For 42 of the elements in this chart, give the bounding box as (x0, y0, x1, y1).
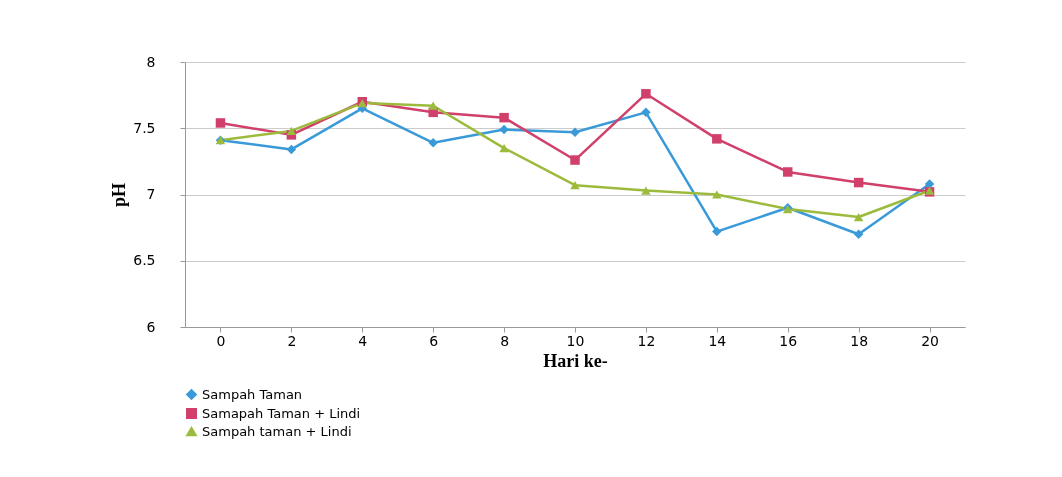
x-tick-label: 14 (708, 332, 727, 349)
point (428, 138, 438, 148)
point (570, 181, 580, 190)
x-tick-label: 2 (287, 332, 297, 349)
point (499, 112, 509, 123)
legend-label: Samapah Taman + Lindi (202, 405, 361, 421)
x-tick-label: 20 (921, 332, 939, 349)
y-tick-label: 6.5 (133, 252, 156, 269)
y-tick-label: 7 (146, 186, 156, 202)
x-tick-label: 18 (850, 332, 869, 349)
point (286, 144, 297, 155)
point (853, 177, 864, 188)
x-tick-label: 12 (637, 332, 656, 349)
point (641, 89, 651, 99)
legend-label: Sampah taman + Lindi (202, 423, 352, 439)
x-tick-label: 8 (500, 332, 510, 349)
y-axis-title: pH (109, 182, 130, 208)
point (286, 126, 297, 136)
x-axis-title: Hari ke- (543, 350, 608, 371)
point (853, 229, 864, 239)
point (712, 134, 722, 144)
point (641, 107, 651, 118)
point (924, 179, 935, 189)
point (428, 101, 438, 110)
x-tick-label: 16 (779, 332, 798, 349)
x-tick-label: 6 (429, 332, 439, 349)
point (712, 190, 722, 199)
y-tick-label: 6 (146, 318, 156, 335)
y-tick-label: 7.5 (133, 119, 156, 136)
point (499, 124, 509, 135)
y-tick-label: 8 (146, 53, 156, 70)
x-tick-label: 0 (216, 332, 226, 349)
point (570, 155, 580, 165)
point (853, 212, 864, 222)
x-tick-label: 4 (358, 332, 368, 349)
legend-label: Sampah Taman (202, 386, 303, 402)
point (215, 118, 226, 128)
point (641, 186, 651, 195)
point (782, 167, 793, 177)
point (712, 226, 722, 237)
point (499, 144, 509, 153)
x-tick-label: 10 (566, 332, 585, 349)
